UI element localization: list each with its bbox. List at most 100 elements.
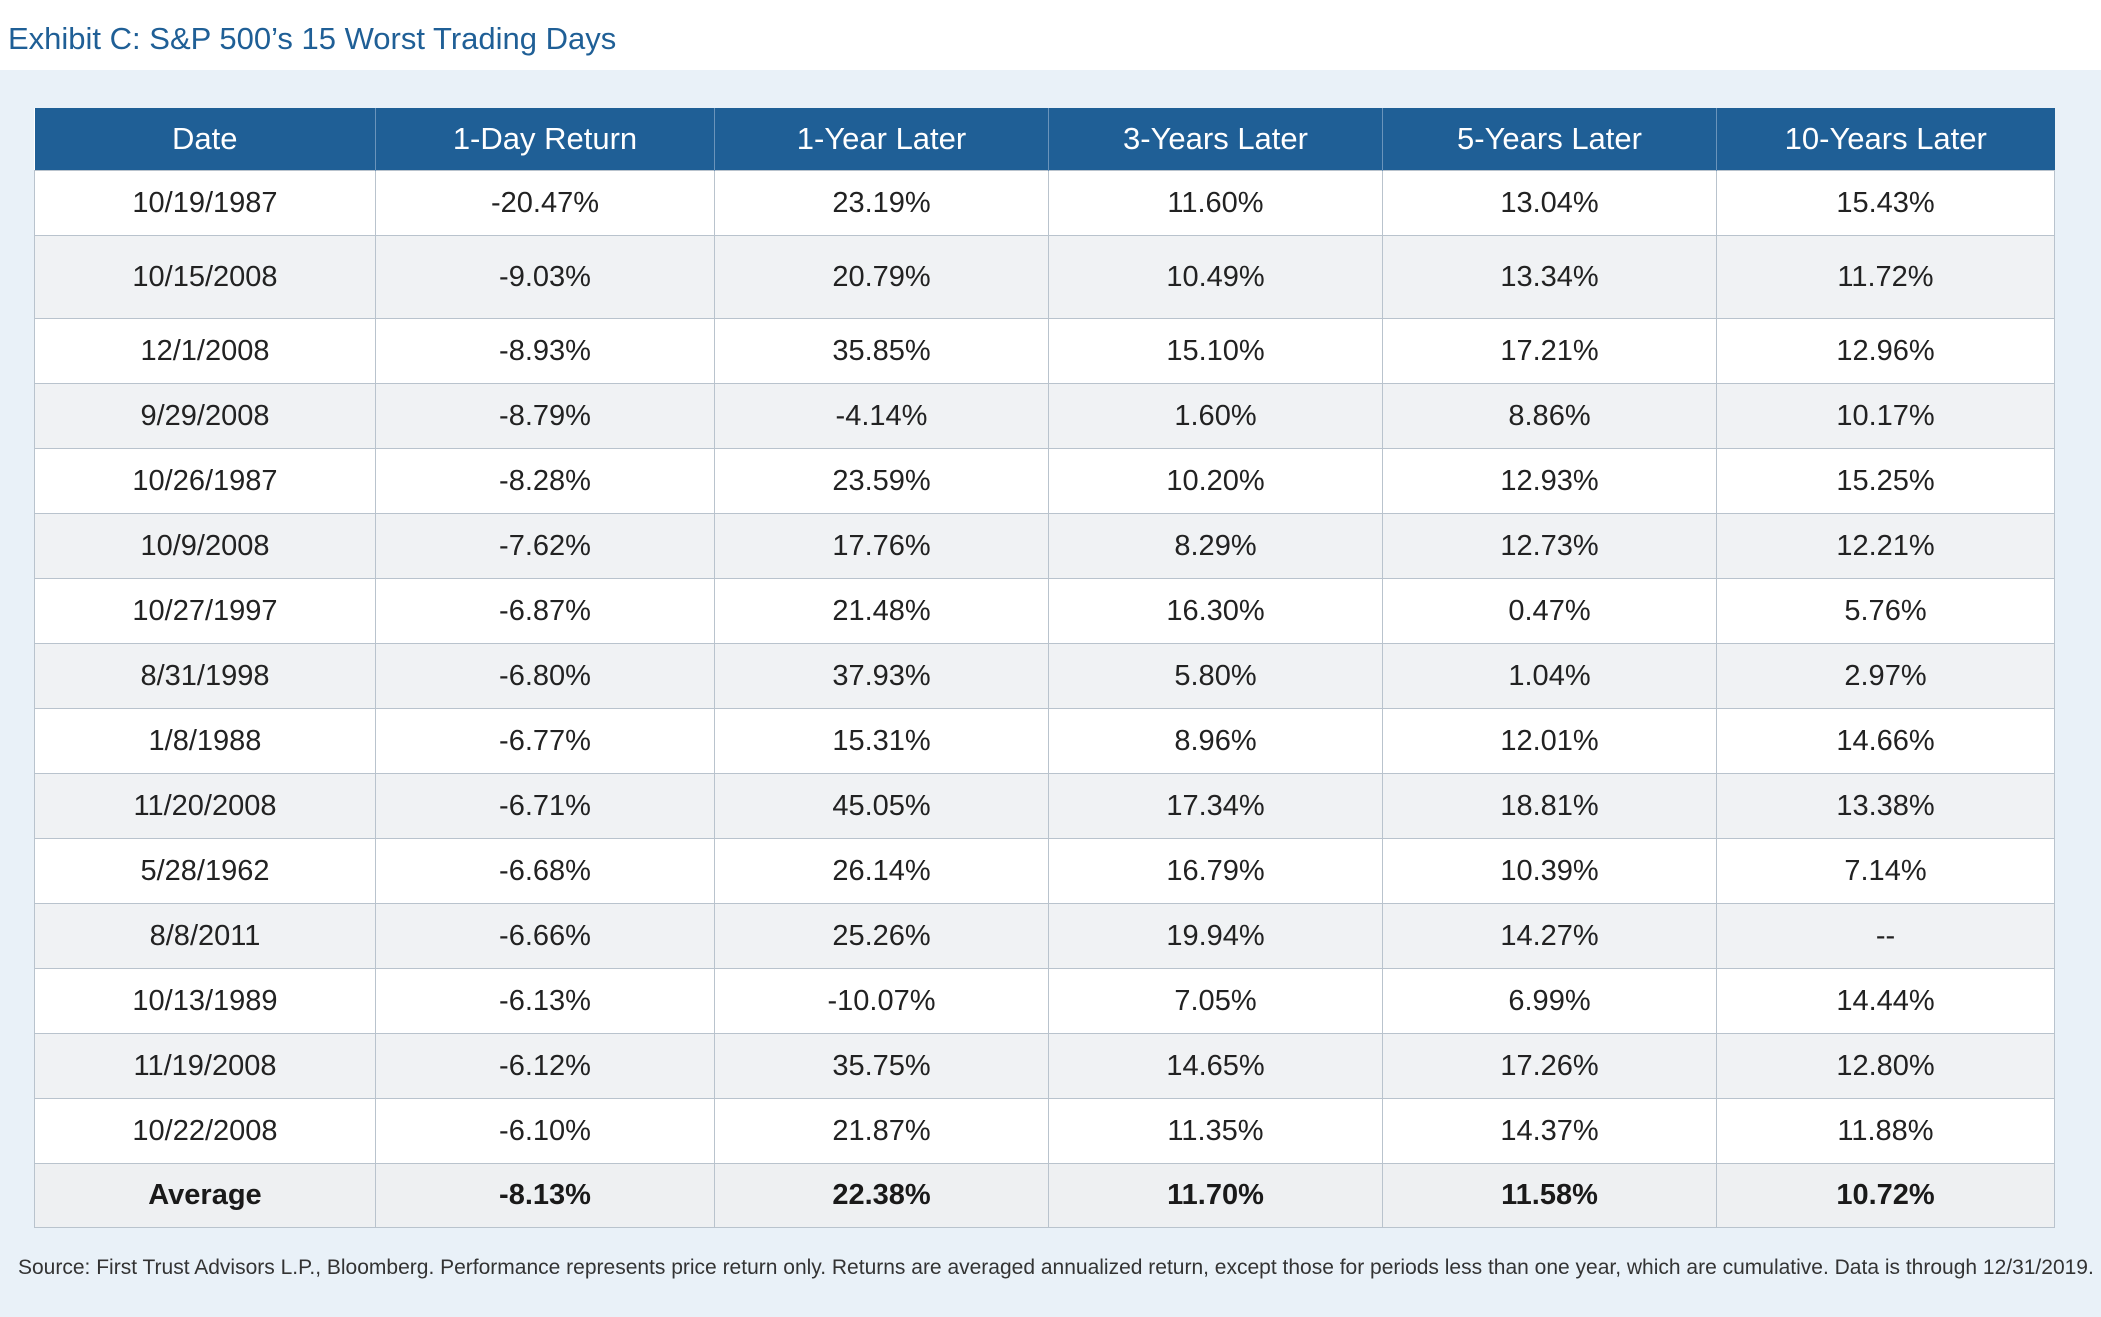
cell-10-years-later: 7.14% [1716,838,2055,904]
cell-1-year-later: 21.87% [714,1098,1049,1164]
cell-3-years-later: 1.60% [1048,383,1383,449]
cell-5-years-later: 12.93% [1382,448,1717,514]
cell-5-years-later: 12.01% [1382,708,1717,774]
table-row: 1/8/1988 -6.77% 15.31% 8.96% 12.01% 14.66% [34,708,2055,774]
cell-3-years-later: 10.20% [1048,448,1383,514]
page-title: Exhibit C: S&P 500’s 15 Worst Trading Da… [8,21,617,56]
cell-10-years-later: 11.72% [1716,235,2055,319]
cell-3-years-later: 11.60% [1048,170,1383,236]
cell-date: 10/13/1989 [34,968,376,1034]
table-row: 10/22/2008 -6.10% 21.87% 11.35% 14.37% 11.88% [34,1098,2055,1164]
cell-date: 10/19/1987 [34,170,376,236]
table-header-row: Date 1-Day Return 1-Year Later 3-Years L… [34,108,2055,171]
cell-1-day-return: -20.47% [375,170,715,236]
table-row: 10/26/1987 -8.28% 23.59% 10.20% 12.93% 15.25% [34,448,2055,514]
cell-date: 1/8/1988 [34,708,376,774]
table-row: 10/27/1997 -6.87% 21.48% 16.30% 0.47% 5.76% [34,578,2055,644]
cell-10-years-later: 12.80% [1716,1033,2055,1099]
average-3-years-later: 11.70% [1048,1163,1383,1228]
table-row: 8/31/1998 -6.80% 37.93% 5.80% 1.04% 2.97% [34,643,2055,709]
cell-1-day-return: -9.03% [375,235,715,319]
cell-3-years-later: 14.65% [1048,1033,1383,1099]
cell-1-year-later: -10.07% [714,968,1049,1034]
cell-3-years-later: 15.10% [1048,318,1383,384]
cell-1-year-later: 37.93% [714,643,1049,709]
cell-1-year-later: 35.75% [714,1033,1049,1099]
cell-1-year-later: 26.14% [714,838,1049,904]
cell-5-years-later: 13.34% [1382,235,1717,319]
cell-10-years-later: 2.97% [1716,643,2055,709]
cell-10-years-later: 12.96% [1716,318,2055,384]
cell-1-day-return: -6.68% [375,838,715,904]
table-row: 11/19/2008 -6.12% 35.75% 14.65% 17.26% 12.80% [34,1033,2055,1099]
cell-3-years-later: 10.49% [1048,235,1383,319]
cell-1-day-return: -6.13% [375,968,715,1034]
average-10-years-later: 10.72% [1716,1163,2055,1228]
cell-5-years-later: 6.99% [1382,968,1717,1034]
average-5-years-later: 11.58% [1382,1163,1717,1228]
cell-date: 8/8/2011 [34,903,376,969]
cell-1-year-later: 15.31% [714,708,1049,774]
header-3-years-later: 3-Years Later [1048,108,1383,171]
cell-10-years-later: 5.76% [1716,578,2055,644]
cell-1-year-later: 21.48% [714,578,1049,644]
cell-10-years-later: 14.66% [1716,708,2055,774]
cell-1-day-return: -6.87% [375,578,715,644]
cell-1-year-later: 20.79% [714,235,1049,319]
cell-3-years-later: 17.34% [1048,773,1383,839]
table-row: 10/9/2008 -7.62% 17.76% 8.29% 12.73% 12.21% [34,513,2055,579]
cell-5-years-later: 12.73% [1382,513,1717,579]
cell-date: 10/15/2008 [34,235,376,319]
cell-10-years-later: 15.25% [1716,448,2055,514]
cell-1-year-later: 45.05% [714,773,1049,839]
table-row: 5/28/1962 -6.68% 26.14% 16.79% 10.39% 7.14% [34,838,2055,904]
cell-3-years-later: 11.35% [1048,1098,1383,1164]
table-row: 9/29/2008 -8.79% -4.14% 1.60% 8.86% 10.17% [34,383,2055,449]
cell-1-day-return: -6.80% [375,643,715,709]
cell-3-years-later: 5.80% [1048,643,1383,709]
cell-10-years-later: 13.38% [1716,773,2055,839]
cell-5-years-later: 8.86% [1382,383,1717,449]
header-5-years-later: 5-Years Later [1382,108,1717,171]
cell-10-years-later: -- [1716,903,2055,969]
table-row: 10/13/1989 -6.13% -10.07% 7.05% 6.99% 14.44% [34,968,2055,1034]
header-1-year-later: 1-Year Later [714,108,1049,171]
cell-1-day-return: -8.28% [375,448,715,514]
cell-1-day-return: -6.66% [375,903,715,969]
average-1-year-later: 22.38% [714,1163,1049,1228]
cell-10-years-later: 15.43% [1716,170,2055,236]
cell-date: 12/1/2008 [34,318,376,384]
cell-3-years-later: 16.30% [1048,578,1383,644]
average-row: Average -8.13% 22.38% 11.70% 11.58% 10.7… [34,1163,2055,1228]
cell-date: 11/19/2008 [34,1033,376,1099]
cell-date: 10/26/1987 [34,448,376,514]
cell-5-years-later: 17.26% [1382,1033,1717,1099]
cell-3-years-later: 19.94% [1048,903,1383,969]
table-body: 10/19/1987 -20.47% 23.19% 11.60% 13.04% 15.43… [34,170,2055,1228]
cell-5-years-later: 13.04% [1382,170,1717,236]
cell-10-years-later: 14.44% [1716,968,2055,1034]
table-row: 12/1/2008 -8.93% 35.85% 15.10% 17.21% 12.96% [34,318,2055,384]
table-row: 10/19/1987 -20.47% 23.19% 11.60% 13.04% 15.43… [34,170,2055,236]
cell-1-day-return: -8.93% [375,318,715,384]
cell-date: 11/20/2008 [34,773,376,839]
cell-3-years-later: 8.29% [1048,513,1383,579]
table-row: 11/20/2008 -6.71% 45.05% 17.34% 18.81% 13.38% [34,773,2055,839]
cell-1-day-return: -8.79% [375,383,715,449]
cell-date: 9/29/2008 [34,383,376,449]
cell-date: 10/9/2008 [34,513,376,579]
cell-10-years-later: 10.17% [1716,383,2055,449]
header-1-day-return: 1-Day Return [375,108,715,171]
cell-5-years-later: 10.39% [1382,838,1717,904]
cell-1-day-return: -7.62% [375,513,715,579]
cell-date: 10/22/2008 [34,1098,376,1164]
cell-3-years-later: 16.79% [1048,838,1383,904]
cell-date: 5/28/1962 [34,838,376,904]
cell-3-years-later: 8.96% [1048,708,1383,774]
cell-1-day-return: -6.10% [375,1098,715,1164]
header-10-years-later: 10-Years Later [1716,108,2055,171]
cell-5-years-later: 18.81% [1382,773,1717,839]
worst-days-table: Date 1-Day Return 1-Year Later 3-Years L… [34,108,2055,1228]
cell-1-year-later: 25.26% [714,903,1049,969]
cell-5-years-later: 17.21% [1382,318,1717,384]
